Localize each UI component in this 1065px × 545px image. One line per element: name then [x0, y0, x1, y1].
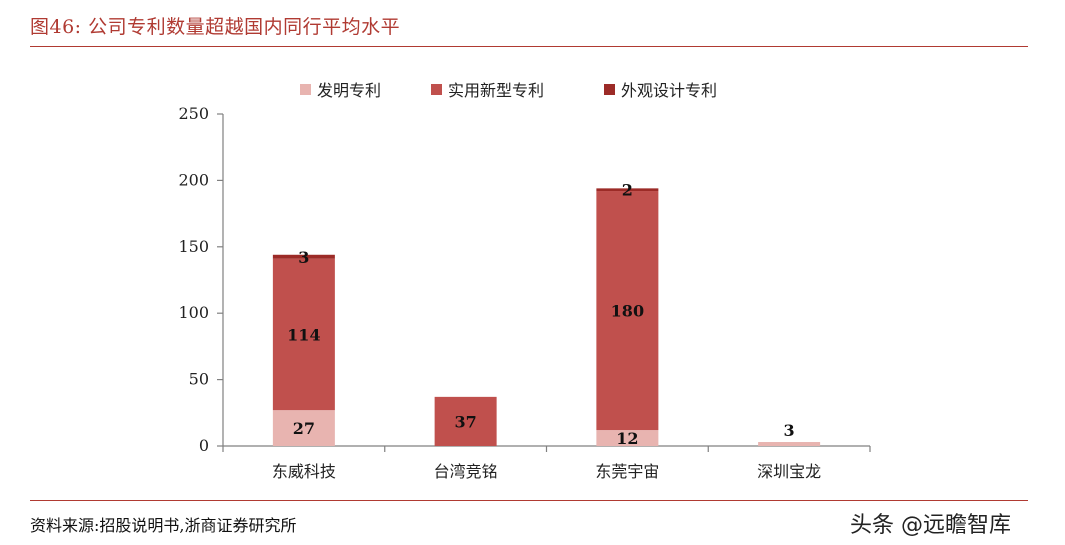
legend-swatch	[300, 84, 311, 95]
y-tick-label: 250	[178, 104, 209, 123]
legend-swatch	[604, 84, 615, 95]
y-tick-label: 100	[178, 303, 209, 322]
legend-swatch	[431, 84, 442, 95]
bar-segment	[272, 254, 335, 259]
source-note: 资料来源:招股说明书,浙商证券研究所	[30, 516, 297, 535]
chart-data-labels: 27 114 3 37 12 180 2 3	[287, 181, 795, 448]
y-tick-label: 50	[189, 370, 209, 389]
title-divider	[30, 46, 1028, 47]
chart-bars	[272, 188, 821, 446]
data-label: 3	[784, 421, 795, 440]
x-tick-label: 台湾竞铭	[434, 462, 498, 481]
y-tick-label: 200	[178, 170, 209, 189]
legend-label: 发明专利	[317, 81, 381, 100]
bar-segment	[434, 396, 497, 446]
x-tick-label: 深圳宝龙	[757, 462, 821, 481]
bar-segment	[272, 258, 335, 411]
bar-segment	[272, 410, 335, 446]
y-tick-label: 0	[199, 436, 209, 455]
bar-segment	[596, 188, 659, 192]
chart-legend: 发明专利 实用新型专利 外观设计专利	[300, 81, 717, 100]
data-label: 114	[287, 325, 320, 344]
data-label: 12	[616, 429, 638, 448]
bar-segment	[596, 430, 659, 446]
chart-axes: 0 50 100 150 200 250 东威科技 台湾竞铭 东莞宇宙 深圳宝龙	[178, 104, 871, 481]
bar-segment	[758, 442, 821, 446]
footer-divider	[30, 500, 1028, 501]
data-label: 180	[611, 302, 644, 321]
legend-label: 外观设计专利	[621, 81, 717, 100]
data-label: 2	[622, 181, 633, 200]
x-tick-label: 东莞宇宙	[595, 462, 659, 481]
figure-title: 图46: 公司专利数量超越国内同行平均水平	[30, 16, 401, 38]
y-tick-label: 150	[178, 237, 209, 256]
data-label: 37	[454, 412, 476, 431]
data-label: 27	[293, 419, 315, 438]
legend-label: 实用新型专利	[448, 81, 544, 100]
watermark: 头条 @远瞻智库	[850, 513, 1011, 538]
x-tick-label: 东威科技	[272, 462, 336, 481]
bar-segment	[596, 191, 659, 431]
data-label: 3	[298, 248, 309, 267]
